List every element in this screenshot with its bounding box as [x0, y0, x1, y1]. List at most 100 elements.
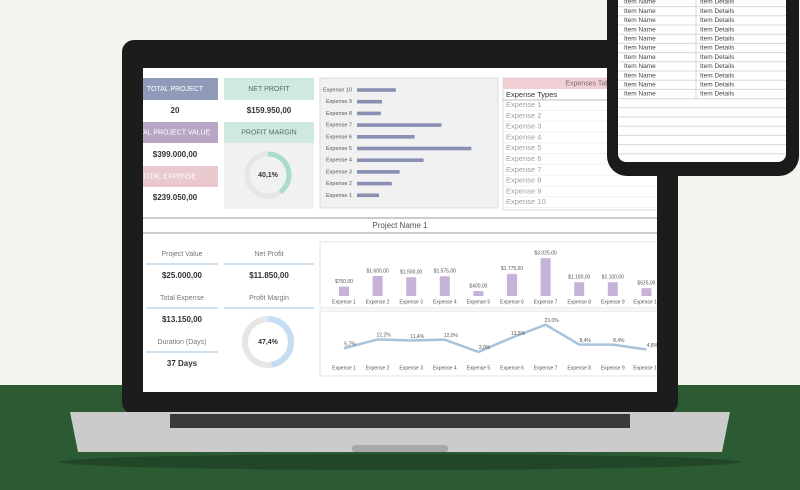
data-label: $625,00	[637, 281, 655, 287]
data-label: $3.025,00	[534, 251, 556, 257]
chart-panel	[319, 241, 657, 309]
bar	[357, 111, 381, 116]
category-label: Expense 9	[326, 99, 352, 105]
data-label: 3,0%	[479, 345, 491, 351]
bar	[357, 99, 382, 104]
kpi-label: Total Expense	[160, 295, 204, 302]
category-label: Expense 6	[500, 365, 524, 371]
bar	[641, 288, 652, 296]
table-column-header: Expense Types	[506, 90, 557, 99]
keyboard	[170, 414, 630, 428]
table-cell: Expense 6	[506, 154, 541, 163]
table-cell: Expense 7	[506, 165, 541, 174]
bar	[439, 276, 450, 296]
category-label: Expense 4	[326, 158, 352, 164]
table-cell: Item Name	[624, 54, 656, 61]
table-header	[503, 78, 657, 89]
table-cell: Expense 1	[506, 100, 541, 109]
bar	[406, 277, 417, 296]
shadow	[60, 454, 740, 470]
table-cell: Item Name	[624, 82, 656, 89]
table-cell: Item Details	[700, 26, 735, 33]
table-cell: Expense 4	[506, 132, 541, 141]
kpi-value: $13.150,00	[162, 315, 203, 324]
category-label: Expense 8	[326, 111, 352, 117]
kpi-header	[224, 78, 314, 100]
notch	[352, 445, 448, 452]
table-cell: Item Details	[700, 36, 735, 43]
category-label: Expense 1	[326, 193, 352, 199]
category-label: Expense 3	[399, 365, 423, 371]
kpi-value: $239.050,00	[153, 193, 198, 202]
table-cell: Item Details	[700, 8, 735, 15]
category-label: Expense 10	[323, 87, 352, 93]
category-label: Expense 9	[601, 365, 625, 371]
kpi-value: 20	[171, 106, 180, 115]
category-label: Expense 6	[326, 134, 352, 140]
table-cell: Item Details	[700, 72, 735, 79]
data-label: $750,00	[335, 279, 353, 285]
bar	[357, 181, 392, 186]
kpi-label: Duration (Days)	[157, 339, 206, 346]
kpi-header	[143, 122, 218, 143]
category-label: Expense 2	[366, 365, 390, 371]
donut-label: 47,4%	[258, 339, 279, 346]
category-label: Expense 7	[534, 365, 558, 371]
category-label: Expense 4	[433, 365, 457, 371]
table-cell: Item Name	[624, 36, 656, 43]
category-label: Expense 5	[326, 146, 352, 152]
category-label: Expense 5	[467, 365, 491, 371]
category-label: Expense 5	[467, 299, 491, 305]
line	[343, 323, 647, 354]
data-label: 13,5%	[511, 331, 526, 337]
bar	[339, 286, 349, 296]
bar	[357, 193, 379, 198]
category-label: Expense 8	[567, 365, 591, 371]
data-label: 12,2%	[377, 333, 392, 339]
bar	[473, 291, 484, 296]
kpi-label: TOTAL PROJECT VALUE	[130, 129, 211, 136]
bar	[607, 282, 618, 296]
category-label: Expense 2	[326, 181, 352, 187]
category-label: Expense 1	[332, 365, 356, 371]
table-cell: Item Details	[700, 45, 735, 52]
bar	[540, 258, 551, 296]
table-cell: Item Details	[700, 91, 735, 98]
table-cell: Item Details	[700, 54, 735, 61]
bar	[357, 170, 400, 174]
data-label: 12,0%	[444, 333, 459, 339]
data-label: $1.575,00	[434, 269, 456, 275]
category-label: Expense 7	[326, 123, 352, 129]
kpi-header	[143, 78, 218, 100]
table-cell: Expense 3	[506, 122, 541, 131]
table-cell: Item Name	[624, 91, 656, 98]
bar	[357, 135, 415, 139]
kpi-label: TOTAL PROJECT	[147, 86, 204, 93]
category-label: Expense 4	[433, 299, 457, 305]
project-title: Project Name 1	[372, 221, 428, 230]
data-label: 5,7%	[344, 342, 356, 348]
category-label: Expense 10	[633, 299, 660, 305]
kpi-label: Project Value	[161, 251, 202, 258]
bar	[357, 146, 472, 151]
bar	[507, 273, 517, 296]
table-cell: Item Details	[700, 0, 735, 6]
table-cell: Item Details	[700, 82, 735, 89]
data-label: 23,0%	[545, 318, 560, 324]
table-cell: Expense 8	[506, 176, 541, 185]
kpi-label: PROFIT MARGIN	[241, 129, 296, 136]
bar	[357, 158, 424, 162]
phone-table: Item Name Item Details Item Name Item Detai…	[618, 0, 786, 155]
table-cell: Item Name	[624, 0, 656, 6]
category-label: Expense 9	[601, 299, 625, 305]
donut-arc	[244, 151, 292, 199]
kpi-label: Profit Margin	[249, 295, 289, 302]
phone-screen	[618, 0, 786, 162]
table-cell: Expense 9	[506, 186, 541, 195]
kpi-value: $159.950,00	[247, 106, 292, 115]
category-label: Expense 7	[534, 299, 558, 305]
data-label: 11,4%	[410, 334, 424, 340]
kpi-value: $25.000,00	[162, 271, 203, 280]
kpi-value: $399.000,00	[153, 150, 198, 159]
